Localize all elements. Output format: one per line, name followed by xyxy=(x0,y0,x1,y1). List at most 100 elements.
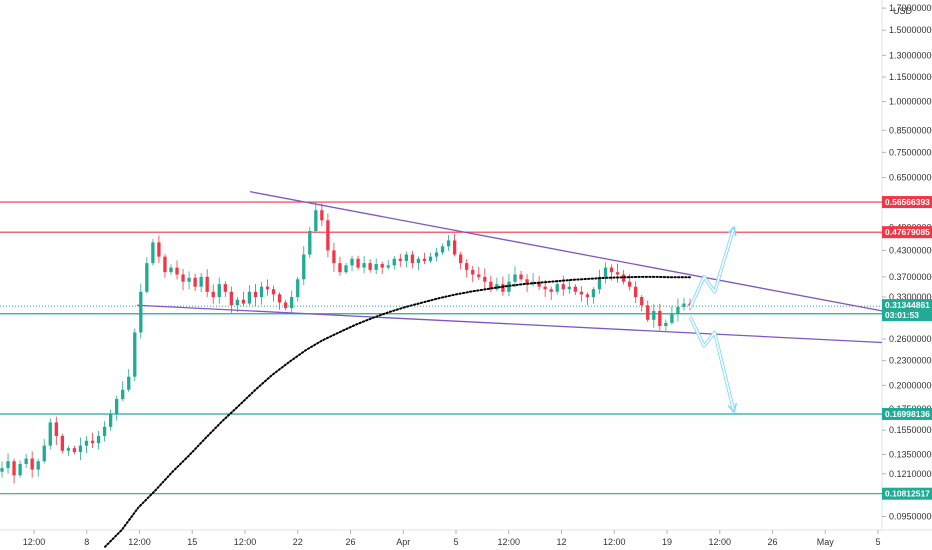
candle-body-82 xyxy=(495,284,499,290)
candle-20 xyxy=(121,381,125,401)
candle-body-31 xyxy=(187,277,191,282)
projection-inner-0 xyxy=(689,227,735,309)
candle-29 xyxy=(175,260,179,280)
candle-15 xyxy=(90,432,95,448)
level-badge-bg-4 xyxy=(882,487,932,500)
candle-30 xyxy=(181,268,185,291)
candle-6 xyxy=(36,458,40,477)
current-price-value: 0.31344861 xyxy=(885,300,930,310)
candle-body-109 xyxy=(658,310,662,326)
candle-body-86 xyxy=(519,274,523,280)
candle-73 xyxy=(440,243,445,255)
y-tick-label-5: 0.85000000 xyxy=(889,125,932,135)
candle-13 xyxy=(78,437,83,461)
candle-body-28 xyxy=(169,267,173,273)
candle-63 xyxy=(380,261,384,274)
candle-body-59 xyxy=(356,258,360,268)
candle-body-110 xyxy=(664,322,668,326)
candle-body-85 xyxy=(513,274,517,282)
level-badge-bg-1 xyxy=(882,226,932,239)
candle-51 xyxy=(308,226,312,259)
candle-56 xyxy=(338,256,342,276)
candle-body-97 xyxy=(585,294,590,298)
candle-body-52 xyxy=(314,210,318,231)
candle-109 xyxy=(658,303,662,331)
candle-50 xyxy=(302,246,306,286)
candle-16 xyxy=(96,430,101,450)
candle-78 xyxy=(471,265,475,283)
candle-body-0 xyxy=(0,468,4,472)
candle-2 xyxy=(12,458,16,484)
candle-body-32 xyxy=(193,277,197,287)
time-axis[interactable]: 12:00 8 12:00 15 12:00 22 26 Apr 5 12:00 12 12:00 19… xyxy=(23,530,881,547)
level-badge-label-4: 0.10812517 xyxy=(885,489,930,499)
candle-body-91 xyxy=(549,289,553,292)
candle-79 xyxy=(477,266,481,280)
candle-body-34 xyxy=(205,276,209,292)
candle-110 xyxy=(664,319,668,333)
candle-body-9 xyxy=(54,422,58,437)
candle-62 xyxy=(374,258,378,274)
candle-46 xyxy=(277,292,282,310)
candle-body-96 xyxy=(579,291,584,295)
candle-31 xyxy=(187,271,191,290)
candle-80 xyxy=(483,268,487,289)
candle-body-10 xyxy=(60,436,65,451)
candle-body-83 xyxy=(501,284,505,292)
candle-10 xyxy=(60,433,65,454)
candle-60 xyxy=(362,256,366,274)
y-tick-label-13: 0.23000000 xyxy=(889,356,932,366)
candle-43 xyxy=(259,281,264,305)
projection-0 xyxy=(688,225,737,309)
moving-average xyxy=(104,275,691,548)
candle-body-51 xyxy=(308,230,312,255)
candle-body-76 xyxy=(459,254,463,264)
level-badge-1: 0.47679085 xyxy=(882,226,932,239)
candle-61 xyxy=(368,259,372,273)
candle-body-90 xyxy=(543,286,547,290)
y-tick-label-16: 0.15500000 xyxy=(889,425,932,435)
candle-36 xyxy=(217,277,221,304)
trendline-0[interactable] xyxy=(249,191,883,312)
candle-body-53 xyxy=(320,210,324,221)
projection-arrowhead-0 xyxy=(727,225,737,237)
candle-69 xyxy=(416,256,421,271)
candle-3 xyxy=(18,460,22,478)
level-badge-label-3: 0.16998136 xyxy=(885,409,930,419)
candle-body-2 xyxy=(12,461,16,476)
trendline-1[interactable] xyxy=(136,304,883,344)
y-tick-label-6: 0.75000000 xyxy=(889,147,932,157)
candle-body-13 xyxy=(78,445,83,452)
y-tick-label-9: 0.43000000 xyxy=(889,245,932,255)
candle-38 xyxy=(229,286,233,313)
x-tick-label-1: 8 xyxy=(84,537,89,547)
candle-23 xyxy=(139,283,143,339)
candle-52 xyxy=(314,202,318,233)
candle-19 xyxy=(115,395,119,421)
candle-17 xyxy=(102,421,107,442)
candle-body-12 xyxy=(72,448,77,452)
projection-arrowhead-1 xyxy=(727,402,738,414)
candle-body-30 xyxy=(181,274,185,282)
candle-77 xyxy=(465,259,469,278)
candle-body-6 xyxy=(36,461,40,470)
candle-37 xyxy=(223,281,227,298)
level-badge-label-1: 0.47679085 xyxy=(885,227,930,237)
candle-body-29 xyxy=(175,267,179,275)
x-tick-label-4: 12:00 xyxy=(234,537,257,547)
candle-body-108 xyxy=(652,310,656,320)
candle-8 xyxy=(48,418,52,450)
candle-body-24 xyxy=(145,263,149,292)
y-tick-label-10: 0.37000000 xyxy=(889,272,932,282)
y-tick-label-1: 1.50000000 xyxy=(889,25,932,35)
candle-21 xyxy=(127,369,131,392)
y-tick-label-17: 0.13500000 xyxy=(889,450,932,460)
candle-body-54 xyxy=(326,220,330,251)
candle-body-48 xyxy=(290,297,294,309)
candle-body-111 xyxy=(670,313,674,323)
candle-body-88 xyxy=(531,281,535,285)
candle-28 xyxy=(169,264,173,275)
y-tick-label-3: 1.15000000 xyxy=(889,72,932,82)
level-badge-0: 0.56566393 xyxy=(882,196,932,209)
